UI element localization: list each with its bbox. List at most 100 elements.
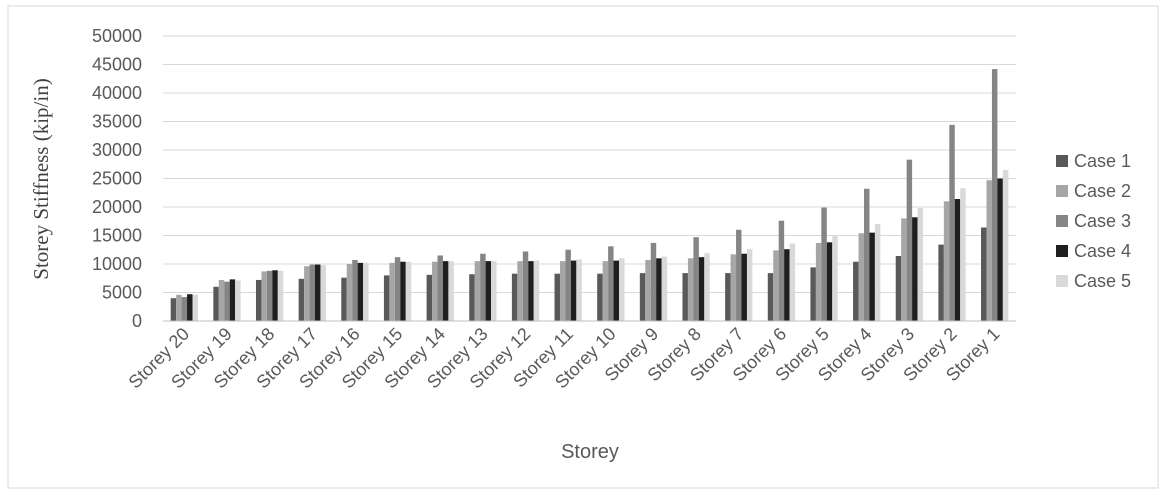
bar-case-4-storey-15 bbox=[400, 261, 406, 321]
bar-case-1-storey-12 bbox=[511, 273, 518, 321]
bar-case-4-storey-19 bbox=[229, 279, 236, 321]
bar-case-3-storey-15 bbox=[394, 257, 401, 321]
bar-case-2-storey-16 bbox=[346, 264, 353, 321]
bar-case-2-storey-3 bbox=[901, 218, 907, 321]
bar-case-5-storey-14 bbox=[448, 261, 454, 321]
bar-case-5-storey-12 bbox=[533, 260, 540, 321]
legend-swatch bbox=[1056, 275, 1068, 287]
bar-case-1-storey-7 bbox=[725, 273, 731, 321]
legend-label: Case 1 bbox=[1074, 151, 1131, 171]
bar-case-5-storey-6 bbox=[789, 243, 796, 321]
bar-case-1-storey-5 bbox=[810, 267, 816, 321]
bar-case-3-storey-13 bbox=[480, 253, 486, 321]
bar-case-3-storey-11 bbox=[565, 249, 571, 321]
bar-case-3-storey-10 bbox=[608, 246, 614, 321]
bar-case-4-storey-3 bbox=[912, 217, 918, 321]
bar-case-5-storey-15 bbox=[405, 261, 412, 321]
bar-case-4-storey-18 bbox=[272, 270, 278, 321]
y-tick-label: 30000 bbox=[92, 140, 142, 160]
bar-case-3-storey-5 bbox=[821, 207, 827, 321]
bar-case-2-storey-19 bbox=[218, 279, 225, 321]
bar-case-2-storey-1 bbox=[986, 180, 992, 321]
bar-case-4-storey-9 bbox=[656, 258, 662, 321]
y-tick-label: 0 bbox=[132, 311, 142, 331]
bar-case-2-storey-11 bbox=[559, 261, 566, 321]
bar-case-5-storey-19 bbox=[235, 280, 241, 321]
bar-case-2-storey-20 bbox=[176, 294, 182, 321]
bar-case-5-storey-8 bbox=[704, 253, 710, 321]
bar-case-5-storey-9 bbox=[661, 256, 668, 321]
bar-case-1-storey-15 bbox=[383, 275, 390, 321]
bar-case-2-storey-6 bbox=[773, 250, 779, 321]
bar-case-4-storey-14 bbox=[442, 261, 449, 321]
bar-case-2-storey-8 bbox=[687, 258, 694, 321]
legend-swatch bbox=[1056, 215, 1068, 227]
bar-case-2-storey-2 bbox=[943, 201, 950, 321]
bar-case-4-storey-20 bbox=[187, 294, 193, 321]
bar-case-1-storey-14 bbox=[426, 274, 433, 321]
x-axis-title: Storey bbox=[561, 441, 619, 463]
bar-case-4-storey-12 bbox=[528, 261, 534, 321]
bar-case-1-storey-9 bbox=[639, 273, 646, 321]
y-axis-tick-labels: 0 5000 10000 15000 20000 25000 30000 35000 40000… bbox=[92, 26, 142, 331]
bar-case-4-storey-7 bbox=[741, 253, 747, 321]
legend-label: Case 4 bbox=[1074, 241, 1131, 261]
y-tick-label: 15000 bbox=[92, 226, 142, 246]
bar-case-2-storey-17 bbox=[304, 266, 310, 321]
legend-label: Case 2 bbox=[1074, 181, 1131, 201]
bar-case-3-storey-7 bbox=[736, 229, 742, 321]
legend-swatch bbox=[1056, 245, 1068, 257]
bar-case-3-storey-8 bbox=[693, 237, 699, 321]
y-tick-label: 45000 bbox=[92, 55, 142, 75]
bar-case-5-storey-18 bbox=[277, 270, 284, 321]
bar-case-2-storey-14 bbox=[432, 261, 438, 321]
y-tick-label: 25000 bbox=[92, 169, 142, 189]
bar-case-2-storey-15 bbox=[389, 262, 395, 321]
bar-case-5-storey-2 bbox=[960, 188, 966, 321]
bar-case-3-storey-16 bbox=[352, 260, 358, 321]
bar-case-3-storey-18 bbox=[266, 270, 273, 321]
bars bbox=[170, 69, 1009, 321]
bar-case-1-storey-6 bbox=[767, 273, 774, 321]
bar-case-3-storey-9 bbox=[650, 242, 657, 321]
bar-case-5-storey-1 bbox=[1002, 169, 1009, 321]
bar-case-4-storey-1 bbox=[997, 178, 1003, 321]
bar-case-1-storey-11 bbox=[554, 273, 560, 321]
bar-case-1-storey-17 bbox=[298, 278, 305, 321]
bar-case-4-storey-6 bbox=[784, 249, 790, 321]
bar-case-4-storey-13 bbox=[485, 261, 492, 321]
bar-case-5-storey-17 bbox=[320, 265, 326, 321]
legend: Case 1 Case 2 Case 3 Case 4 Case 5 bbox=[1056, 151, 1131, 291]
bar-case-4-storey-2 bbox=[954, 199, 961, 321]
bar-case-1-storey-8 bbox=[682, 273, 688, 321]
bar-case-1-storey-4 bbox=[853, 261, 859, 321]
bar-case-1-storey-3 bbox=[895, 256, 902, 321]
bar-case-2-storey-12 bbox=[517, 261, 523, 321]
bar-case-1-storey-20 bbox=[170, 298, 177, 321]
bar-case-1-storey-10 bbox=[597, 273, 603, 321]
bar-case-5-storey-11 bbox=[576, 259, 582, 321]
chart-area-border bbox=[7, 5, 1159, 489]
bar-case-2-storey-9 bbox=[645, 260, 651, 321]
bar-case-4-storey-17 bbox=[315, 264, 321, 321]
bar-case-2-storey-4 bbox=[858, 233, 864, 321]
bar-case-4-storey-10 bbox=[613, 260, 620, 321]
legend-swatch bbox=[1056, 155, 1068, 167]
bar-case-1-storey-19 bbox=[213, 286, 219, 321]
bar-case-5-storey-20 bbox=[192, 294, 198, 321]
bar-case-3-storey-2 bbox=[949, 124, 955, 321]
bar-case-5-storey-13 bbox=[491, 261, 497, 321]
bar-case-4-storey-8 bbox=[698, 257, 705, 321]
bar-case-1-storey-13 bbox=[469, 274, 475, 321]
bar-case-1-storey-18 bbox=[255, 279, 262, 321]
bar-case-3-storey-19 bbox=[224, 281, 230, 321]
y-tick-label: 5000 bbox=[102, 283, 142, 303]
bar-case-4-storey-11 bbox=[570, 260, 577, 321]
bar-case-3-storey-4 bbox=[864, 188, 870, 321]
bar-case-2-storey-13 bbox=[474, 261, 481, 321]
bar-case-5-storey-5 bbox=[832, 236, 838, 321]
bar-case-3-storey-17 bbox=[309, 264, 316, 321]
bar-case-4-storey-4 bbox=[869, 232, 875, 321]
